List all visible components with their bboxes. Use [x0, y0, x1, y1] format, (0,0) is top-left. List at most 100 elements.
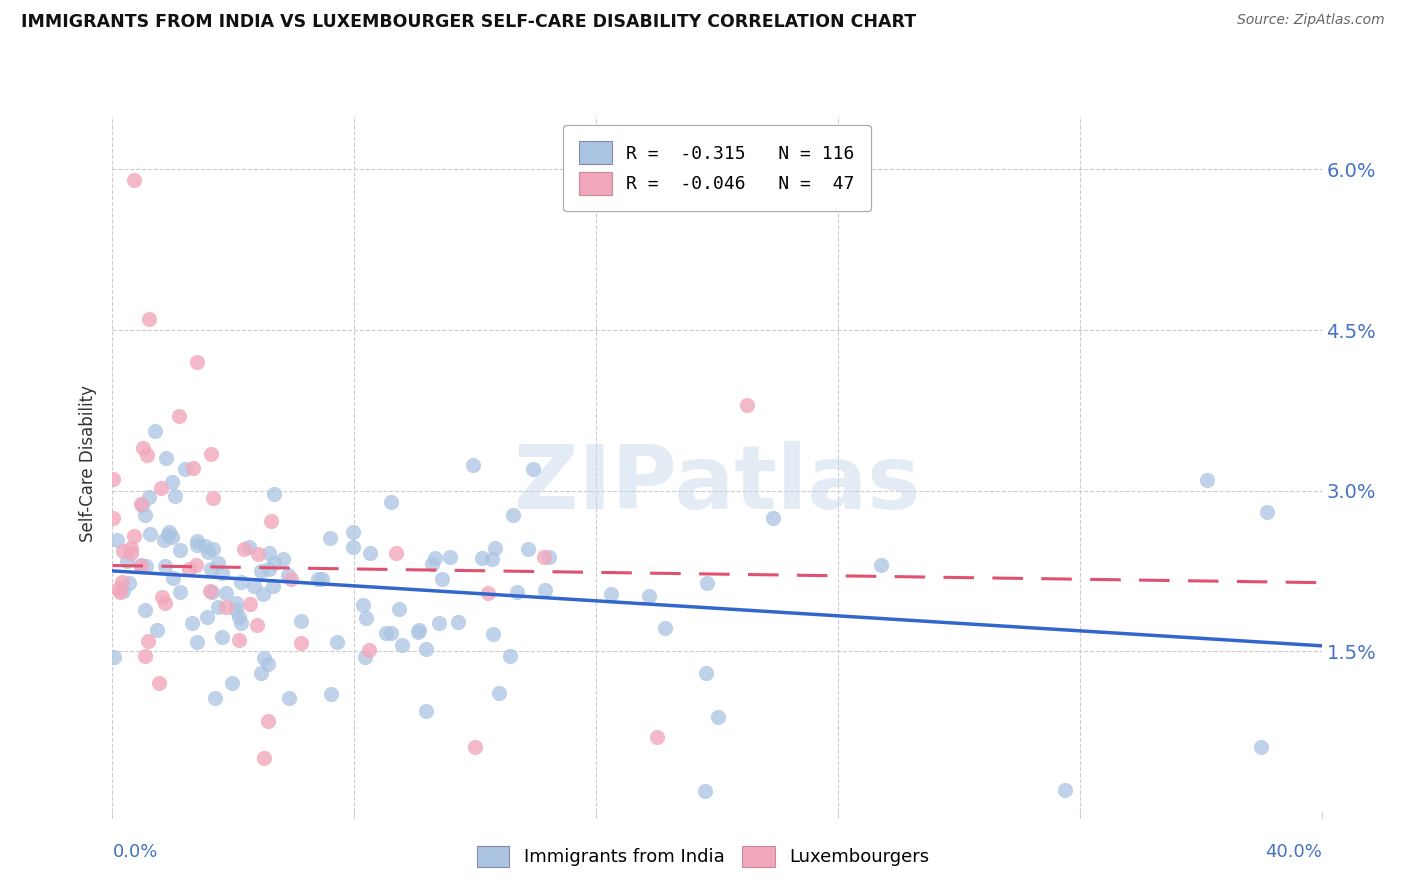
Y-axis label: Self-Care Disability: Self-Care Disability: [79, 385, 97, 542]
Point: [134, 648, 156, 663]
Point: [245, 618, 267, 632]
Point: [278, 691, 301, 706]
Point: [174, 462, 197, 476]
Point: [471, 551, 494, 566]
Point: [870, 558, 893, 572]
Point: [233, 541, 256, 556]
Point: [311, 572, 333, 586]
Point: [290, 614, 312, 628]
Point: [737, 398, 759, 412]
Point: [488, 686, 510, 700]
Point: [207, 556, 229, 570]
Point: [120, 541, 142, 555]
Point: [112, 584, 135, 599]
Point: [252, 587, 274, 601]
Point: [186, 538, 208, 552]
Point: [533, 582, 555, 597]
Point: [249, 666, 271, 681]
Point: [415, 704, 437, 718]
Point: [408, 625, 430, 640]
Point: [204, 690, 226, 705]
Point: [138, 312, 160, 326]
Point: [430, 572, 453, 586]
Point: [211, 631, 233, 645]
Point: [105, 533, 128, 547]
Point: [200, 562, 222, 576]
Point: [506, 584, 529, 599]
Point: [153, 533, 176, 548]
Point: [214, 599, 236, 614]
Point: [420, 557, 443, 571]
Point: [290, 636, 312, 650]
Point: [211, 566, 233, 580]
Point: [103, 472, 125, 486]
Point: [354, 610, 377, 624]
Point: [225, 602, 247, 616]
Point: [112, 544, 135, 558]
Point: [160, 530, 183, 544]
Point: [484, 541, 506, 555]
Point: [242, 579, 264, 593]
Point: [257, 657, 280, 671]
Text: IMMIGRANTS FROM INDIA VS LUXEMBOURGER SELF-CARE DISABILITY CORRELATION CHART: IMMIGRANTS FROM INDIA VS LUXEMBOURGER SE…: [21, 13, 917, 31]
Point: [195, 610, 218, 624]
Point: [122, 173, 145, 187]
Point: [257, 546, 280, 560]
Point: [153, 559, 176, 574]
Point: [169, 584, 191, 599]
Point: [277, 568, 299, 582]
Point: [202, 541, 225, 556]
Point: [477, 586, 499, 600]
Point: [354, 650, 377, 665]
Point: [165, 489, 187, 503]
Point: [198, 584, 221, 599]
Point: [238, 540, 260, 554]
Point: [1195, 473, 1218, 487]
Text: 0.0%: 0.0%: [112, 843, 157, 861]
Point: [249, 564, 271, 578]
Point: [107, 582, 129, 597]
Point: [181, 616, 204, 631]
Point: [696, 576, 718, 591]
Point: [1256, 505, 1278, 519]
Point: [134, 603, 156, 617]
Point: [359, 546, 381, 560]
Point: [162, 475, 184, 490]
Point: [201, 491, 224, 506]
Point: [150, 590, 173, 604]
Point: [110, 575, 132, 590]
Point: [1250, 740, 1272, 755]
Point: [263, 557, 285, 571]
Point: [131, 496, 153, 510]
Point: [502, 508, 524, 523]
Point: [134, 508, 156, 522]
Point: [229, 575, 252, 590]
Point: [380, 494, 402, 508]
Point: [415, 642, 437, 657]
Point: [342, 525, 364, 540]
Point: [120, 546, 142, 560]
Point: [522, 462, 544, 476]
Point: [148, 675, 170, 690]
Point: [155, 451, 177, 466]
Point: [115, 553, 138, 567]
Point: [391, 638, 413, 652]
Point: [157, 525, 180, 540]
Point: [156, 528, 179, 542]
Point: [215, 586, 238, 600]
Point: [194, 539, 217, 553]
Point: [136, 633, 159, 648]
Point: [253, 751, 276, 765]
Point: [118, 576, 141, 591]
Point: [200, 585, 222, 599]
Point: [1053, 783, 1076, 797]
Point: [654, 621, 676, 635]
Point: [162, 571, 184, 585]
Point: [326, 634, 349, 648]
Legend: R =  -0.315   N = 116, R =  -0.046   N =  47: R = -0.315 N = 116, R = -0.046 N = 47: [564, 125, 870, 211]
Point: [385, 546, 408, 560]
Point: [380, 626, 402, 640]
Point: [352, 598, 374, 612]
Point: [693, 783, 716, 797]
Point: [153, 596, 176, 610]
